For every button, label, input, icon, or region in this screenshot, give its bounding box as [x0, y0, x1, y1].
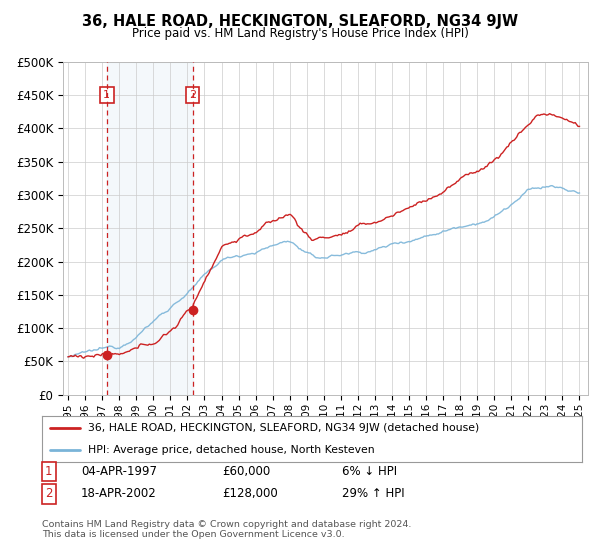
Text: 6% ↓ HPI: 6% ↓ HPI — [342, 465, 397, 478]
Text: 04-APR-1997: 04-APR-1997 — [81, 465, 157, 478]
Text: 36, HALE ROAD, HECKINGTON, SLEAFORD, NG34 9JW (detached house): 36, HALE ROAD, HECKINGTON, SLEAFORD, NG3… — [88, 423, 479, 433]
Text: Contains HM Land Registry data © Crown copyright and database right 2024.
This d: Contains HM Land Registry data © Crown c… — [42, 520, 412, 539]
Text: HPI: Average price, detached house, North Kesteven: HPI: Average price, detached house, Nort… — [88, 445, 374, 455]
Text: Price paid vs. HM Land Registry's House Price Index (HPI): Price paid vs. HM Land Registry's House … — [131, 27, 469, 40]
Text: 36, HALE ROAD, HECKINGTON, SLEAFORD, NG34 9JW: 36, HALE ROAD, HECKINGTON, SLEAFORD, NG3… — [82, 14, 518, 29]
Text: 29% ↑ HPI: 29% ↑ HPI — [342, 487, 404, 501]
Text: £60,000: £60,000 — [222, 465, 270, 478]
Text: £128,000: £128,000 — [222, 487, 278, 501]
Text: 2: 2 — [45, 487, 53, 501]
Bar — [107, 62, 193, 395]
Text: 1: 1 — [45, 465, 53, 478]
Text: 2: 2 — [189, 90, 196, 100]
Text: 1: 1 — [103, 90, 110, 100]
Text: 18-APR-2002: 18-APR-2002 — [81, 487, 157, 501]
